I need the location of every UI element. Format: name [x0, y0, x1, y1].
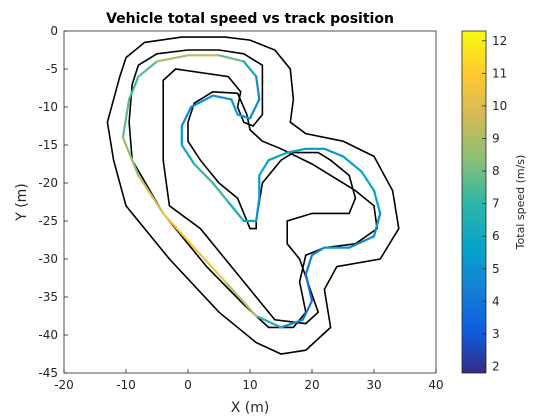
trajectory-segment: [190, 94, 214, 109]
trajectory-segment: [137, 60, 159, 78]
colorbar-tick-label: 11: [492, 66, 507, 80]
trajectory-segment: [323, 147, 345, 158]
trajectory-segment: [121, 98, 131, 139]
x-tick-label: 0: [184, 378, 192, 392]
y-tick-label: -45: [38, 366, 58, 380]
colorbar-tick-label: 3: [492, 327, 500, 341]
axes-box: [63, 30, 437, 374]
colorbar: 2 3 4 5 6 7 8 9 10 11 12 Total speed (m/s): [461, 30, 527, 374]
track-boundaries: [106, 36, 400, 355]
x-tick-label: 30: [366, 378, 381, 392]
trajectory-segment: [348, 235, 376, 249]
trajectory-segment: [211, 181, 230, 204]
trajectory-segment: [193, 246, 227, 283]
y-tick-label: -15: [38, 138, 58, 152]
trajectory-segment: [236, 113, 252, 120]
x-tick-label: 40: [428, 378, 443, 392]
track-outer-boundary: [106, 36, 400, 355]
x-axis-ticks: -20 -10 0 10 20 30 40: [54, 369, 444, 392]
trajectory-segment: [310, 246, 326, 257]
trajectory-segment: [193, 162, 214, 185]
trajectory-segment: [121, 136, 140, 177]
plot-area: -20 -10 0 10 20 30 40 0 -5 -10 -15 -20 -25 -30 -35 -40…: [38, 24, 443, 392]
trajectory-segment: [217, 54, 245, 63]
x-tick-label: -20: [54, 378, 74, 392]
trajectory-segment: [242, 60, 258, 78]
y-tick-label: -5: [46, 62, 58, 76]
y-tick-label: -35: [38, 290, 58, 304]
colorbar-ticks: 2 3 4 5 6 7 8 9 10 11 12: [482, 34, 507, 373]
y-tick-label: -40: [38, 328, 58, 342]
y-axis-label: Y (m): [14, 183, 30, 222]
colorbar-tick-label: 7: [492, 197, 500, 211]
trajectory-segment: [301, 299, 314, 321]
trajectory-segment: [267, 151, 289, 162]
trajectory-segment: [372, 212, 382, 238]
trajectory-segment: [155, 54, 190, 63]
trajectory-segment: [137, 174, 165, 215]
trajectory-segment: [255, 314, 283, 329]
colorbar-gradient: [461, 30, 487, 374]
trajectory-segment: [360, 170, 376, 192]
colorbar-label: Total speed (m/s): [514, 155, 527, 251]
y-tick-label: -10: [38, 100, 58, 114]
trajectory-segment: [372, 189, 382, 215]
y-tick-label: -30: [38, 252, 58, 266]
colorbar-tick-label: 9: [492, 131, 500, 145]
trajectory-segment: [227, 200, 245, 223]
trajectory-segment: [255, 75, 261, 101]
trajectory-segment: [304, 254, 314, 276]
y-tick-label: -25: [38, 214, 58, 228]
y-tick-label: -20: [38, 176, 58, 190]
colorbar-tick-label: 4: [492, 294, 500, 308]
colorbar-tick-label: 5: [492, 262, 500, 276]
y-tick-label: 0: [50, 24, 58, 38]
trajectory-segment: [279, 318, 304, 329]
colorbar-tick-label: 8: [492, 164, 500, 178]
trajectory-segment: [286, 147, 307, 154]
trajectory-segment: [162, 212, 196, 249]
track-inner-boundary: [128, 49, 378, 329]
trajectory-segment: [255, 197, 261, 223]
x-axis-label: X (m): [231, 400, 270, 416]
colorbar-tick-label: 12: [492, 34, 507, 48]
chart-title: Vehicle total speed vs track position: [106, 11, 394, 27]
trajectory-segment: [248, 98, 261, 120]
x-tick-label: 10: [242, 378, 257, 392]
trajectory-segment: [180, 143, 196, 166]
trajectory-segment: [230, 98, 239, 116]
y-axis-ticks: 0 -5 -10 -15 -20 -25 -30 -35 -40 -45: [38, 24, 68, 380]
colorbar-tick-label: 2: [492, 359, 500, 373]
trajectory-segment: [128, 75, 140, 101]
colorbar-tick-label: 6: [492, 229, 500, 243]
trajectory-segment: [224, 280, 258, 318]
trajectory-segment: [180, 105, 193, 128]
trajectory-segment: [341, 155, 363, 173]
x-tick-label: 20: [304, 378, 319, 392]
trajectory-segment: [304, 273, 314, 302]
trajectory-segment: [211, 94, 233, 101]
colorbar-tick-label: 10: [492, 99, 507, 113]
trajectory: [121, 54, 382, 329]
x-tick-label: -10: [116, 378, 136, 392]
trajectory-segment: [258, 159, 270, 177]
